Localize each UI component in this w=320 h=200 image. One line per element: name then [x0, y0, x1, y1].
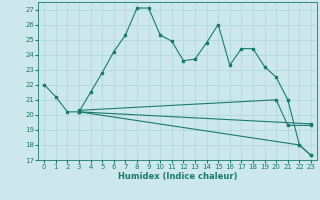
- X-axis label: Humidex (Indice chaleur): Humidex (Indice chaleur): [118, 172, 237, 181]
